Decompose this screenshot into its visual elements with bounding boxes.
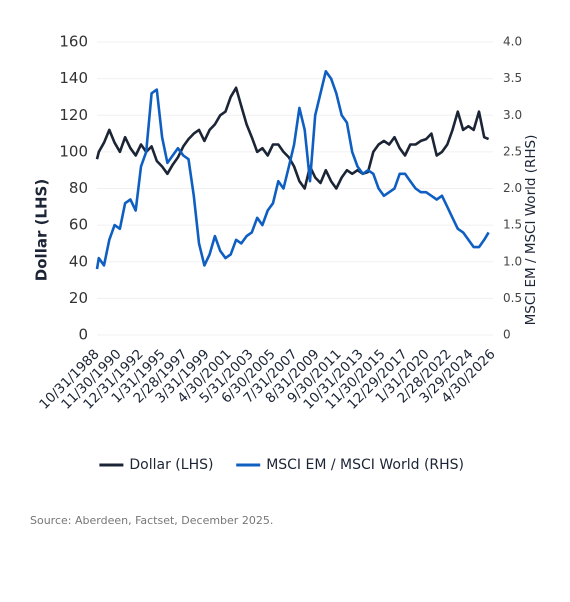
y2-tick-label: 1.5	[503, 218, 522, 232]
y-axis-label: Dollar (LHS)	[33, 179, 51, 281]
y2-tick-label: 2.0	[503, 181, 522, 195]
y-tick-label: 120	[59, 106, 88, 124]
y2-tick-label: 1.0	[503, 254, 522, 268]
y2-tick-label: 0	[503, 328, 511, 342]
y-tick-label: 20	[69, 289, 88, 307]
legend-label: Dollar (LHS)	[129, 457, 213, 473]
y2-axis-label: MSCI EM / MSCI World (RHS)	[523, 135, 539, 326]
y-tick-label: 60	[69, 216, 88, 234]
legend-label: MSCI EM / MSCI World (RHS)	[266, 457, 464, 473]
y-tick-label: 100	[59, 142, 88, 160]
y-tick-label: 0	[78, 326, 88, 344]
series-line	[95, 70, 490, 270]
series-line	[95, 86, 490, 190]
y-tick-label: 80	[69, 179, 88, 197]
source-note: Source: Aberdeen, Factset, December 2025…	[30, 514, 273, 527]
y2-tick-label: 3.0	[503, 108, 522, 122]
y-tick-label: 160	[59, 33, 88, 51]
y-tick-label: 140	[59, 69, 88, 87]
y2-tick-label: 4.0	[503, 35, 522, 49]
y2-tick-label: 3.5	[503, 71, 522, 85]
y-tick-label: 40	[69, 252, 88, 270]
y2-tick-label: 2.5	[503, 144, 522, 158]
y2-tick-label: 0.5	[503, 291, 522, 305]
